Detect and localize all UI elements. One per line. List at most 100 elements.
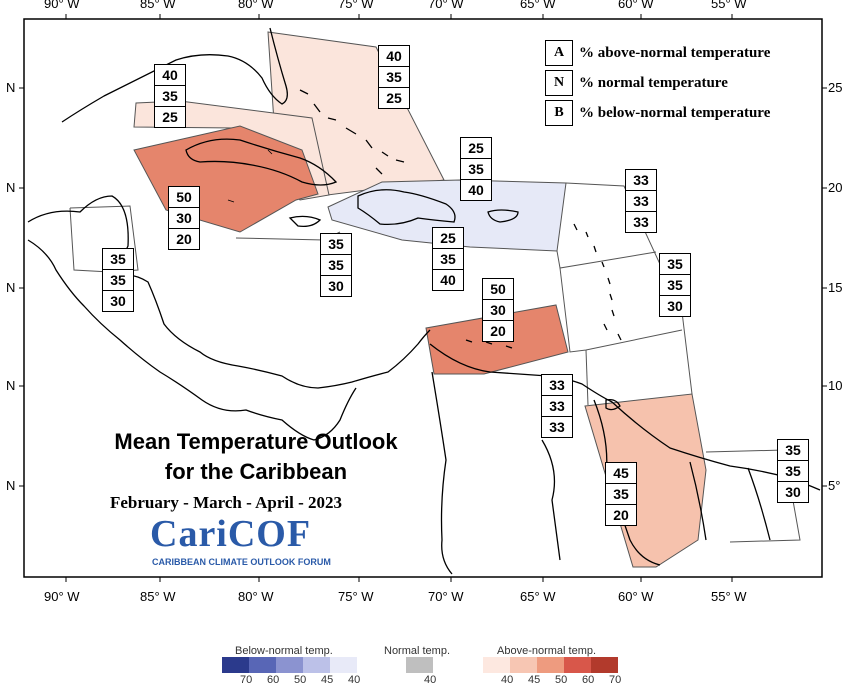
prob-stack-cayman-jamaica: 50 30 20	[168, 186, 200, 250]
prob-below: 40	[460, 179, 492, 201]
scale-label: 40	[348, 674, 361, 686]
prob-below: 25	[154, 106, 186, 128]
scale-swatch	[249, 657, 276, 673]
lon-label: 70° W	[428, 589, 464, 604]
scale-label: 40	[424, 674, 437, 686]
lon-label: 55° W	[711, 0, 747, 11]
frame-ticks	[19, 14, 827, 582]
prob-above: 50	[168, 186, 200, 208]
prob-below: 30	[659, 295, 691, 317]
legend-row-above: A % above-normal temperature	[545, 38, 770, 68]
prob-below: 20	[605, 504, 637, 526]
lat-label: 10	[828, 378, 843, 393]
prob-normal: 35	[378, 66, 410, 88]
prob-stack-hispaniola-pr-upper: 25 35 40	[460, 137, 492, 201]
prob-normal: 33	[625, 190, 657, 212]
scale-title-above: Above-normal temp.	[497, 645, 597, 657]
prob-above: 25	[460, 137, 492, 159]
prob-below: 30	[320, 275, 352, 297]
scale-label: 50	[555, 674, 568, 686]
prob-normal: 35	[320, 254, 352, 276]
scale-swatch	[406, 657, 433, 673]
map-subtitle-period: February - March - April - 2023	[110, 493, 342, 512]
prob-below: 20	[482, 320, 514, 342]
lat-label: 20	[828, 180, 843, 195]
scale-swatch	[564, 657, 591, 673]
legend-row-normal: N % normal temperature	[545, 68, 770, 98]
prob-above: 35	[659, 253, 691, 275]
lat-label: 15	[828, 280, 843, 295]
lon-label: 60° W	[618, 0, 654, 11]
lon-label: 85° W	[140, 0, 176, 11]
scale-swatch	[303, 657, 330, 673]
cuba-detail	[227, 149, 273, 203]
prob-below: 40	[432, 269, 464, 291]
scale-label: 45	[321, 674, 334, 686]
scale-swatch	[537, 657, 564, 673]
prob-stack-hispaniola-pr: 25 35 40	[432, 227, 464, 291]
prob-normal: 35	[154, 85, 186, 107]
lon-label: 65° W	[520, 0, 556, 11]
caricof-tagline: CARIBBEAN CLIMATE OUTLOOK FORUM	[152, 557, 331, 567]
scale-swatch	[483, 657, 510, 673]
lon-label: 85° W	[140, 589, 176, 604]
lon-label: 55° W	[711, 589, 747, 604]
lat-label: N	[6, 80, 16, 95]
prob-normal: 35	[102, 269, 134, 291]
prob-normal: 33	[541, 395, 573, 417]
map-title-line2: for the Caribbean	[164, 459, 348, 484]
map-title-line1: Mean Temperature Outlook	[114, 429, 398, 454]
scale-label: 60	[267, 674, 280, 686]
legend-letter: A	[545, 40, 573, 66]
scale-label: 70	[609, 674, 622, 686]
scale-label: 60	[582, 674, 595, 686]
prob-above: 45	[605, 462, 637, 484]
scale-swatch	[510, 657, 537, 673]
scale-title-below: Below-normal temp.	[235, 645, 333, 657]
prob-above: 33	[625, 169, 657, 191]
prob-below: 33	[625, 211, 657, 233]
prob-stack-central-caribbean: 35 35 30	[320, 233, 352, 297]
scale-label: 40	[501, 674, 514, 686]
legend-text: % normal temperature	[579, 74, 728, 91]
lon-label: 80° W	[238, 589, 274, 604]
scale-label: 45	[528, 674, 541, 686]
legend-text: % above-normal temperature	[579, 44, 771, 61]
prob-below: 33	[541, 416, 573, 438]
prob-normal: 30	[482, 299, 514, 321]
legend-text: % below-normal temperature	[579, 104, 771, 121]
prob-stack-bahamas: 40 35 25	[378, 45, 410, 109]
lon-label: 80° W	[238, 0, 274, 11]
lat-label: 25	[828, 80, 843, 95]
prob-below: 30	[777, 481, 809, 503]
prob-below: 30	[102, 290, 134, 312]
scale-title-normal: Normal temp.	[384, 645, 451, 657]
lon-label: 75° W	[338, 0, 374, 11]
prob-above: 25	[432, 227, 464, 249]
legend-row-below: B % below-normal temperature	[545, 98, 770, 128]
prob-normal: 30	[168, 207, 200, 229]
prob-above: 35	[777, 439, 809, 461]
lon-label: 75° W	[338, 589, 374, 604]
lon-label: 65° W	[520, 589, 556, 604]
lat-label: N	[6, 280, 16, 295]
prob-normal: 35	[659, 274, 691, 296]
lon-label: 90° W	[44, 0, 80, 11]
prob-normal: 35	[777, 460, 809, 482]
lon-label: 90° W	[44, 589, 80, 604]
scale-swatch	[591, 657, 618, 673]
prob-stack-abc-islands: 50 30 20	[482, 278, 514, 342]
legend-letter: N	[545, 70, 573, 96]
legend-key: A % above-normal temperature N % normal …	[545, 38, 770, 128]
prob-normal: 35	[460, 158, 492, 180]
coastlines	[27, 27, 821, 575]
prob-stack-belize: 35 35 30	[102, 248, 134, 312]
scale-swatch	[330, 657, 357, 673]
prob-below: 25	[378, 87, 410, 109]
prob-above: 35	[102, 248, 134, 270]
prob-stack-cuba-west: 40 35 25	[154, 64, 186, 128]
prob-above: 33	[541, 374, 573, 396]
prob-above: 40	[154, 64, 186, 86]
prob-normal: 35	[605, 483, 637, 505]
prob-stack-suriname-fg: 35 35 30	[777, 439, 809, 503]
